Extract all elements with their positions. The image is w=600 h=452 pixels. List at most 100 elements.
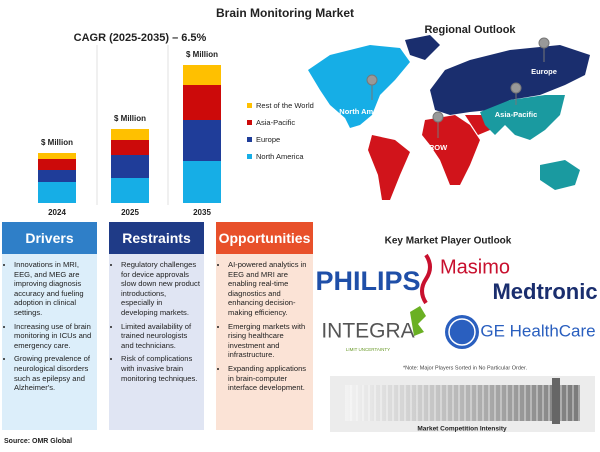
map-label: North America [339, 107, 391, 116]
world-map [308, 35, 590, 200]
stripe [380, 385, 382, 421]
bullet-item: AI-powered analytics in EEG and MRI are … [228, 260, 309, 318]
box-title: Restraints [109, 222, 204, 254]
stripe [428, 385, 430, 421]
logo: PHILIPS [315, 266, 420, 296]
bullet-item: Expanding applications in brain-computer… [228, 364, 309, 393]
stripe [416, 385, 418, 421]
bar-segment [183, 120, 221, 161]
restraints-box: Restraints Regulatory challenges for dev… [109, 222, 204, 430]
box-title: Drivers [2, 222, 97, 254]
total-label: $ Million [41, 138, 73, 147]
x-tick-label: 2025 [121, 208, 139, 217]
players-title: Key Market Player Outlook [385, 236, 512, 247]
logo-tagline: LIMIT UNCERTAINTY [346, 347, 390, 352]
map-label: Asia-Pacific [495, 110, 538, 119]
stripe [512, 385, 514, 421]
stripe [548, 385, 550, 421]
title: Brain Monitoring Market [216, 6, 354, 20]
legend-label: Rest of the World [256, 101, 314, 110]
stripe [434, 385, 436, 421]
intensity-marker [552, 378, 560, 424]
stripe [524, 385, 526, 421]
bullet-item: Growing prevalence of neurological disor… [14, 354, 93, 392]
stripe [482, 385, 484, 421]
stripe [440, 385, 442, 421]
stripe [518, 385, 520, 421]
legend-swatch [247, 103, 252, 108]
bar-segment [111, 178, 149, 203]
logo: Masimo [440, 256, 510, 278]
map-label: ROW [429, 143, 448, 152]
logo: Medtronic [492, 279, 597, 304]
bar-segment [183, 65, 221, 85]
intensity-bar [345, 385, 580, 421]
bar-segment [111, 140, 149, 155]
bar-segment [38, 170, 76, 182]
box-title: Opportunities [216, 222, 313, 254]
stripe [566, 385, 568, 421]
stripe [446, 385, 448, 421]
drivers-box: Drivers Innovations in MRI, EEG, and MEG… [2, 222, 97, 430]
stripe [386, 385, 388, 421]
map-label: Europe [531, 67, 557, 76]
stripe [500, 385, 502, 421]
legend-label: North America [256, 152, 304, 161]
stripe [578, 385, 580, 421]
bullet-list: AI-powered analytics in EEG and MRI are … [216, 260, 313, 393]
bullet-item: Limited availability of trained neurolog… [121, 322, 200, 351]
map-title: Regional Outlook [424, 24, 516, 36]
logo-mark [445, 315, 479, 349]
stripe [536, 385, 538, 421]
bullet-item: Innovations in MRI, EEG, and MEG are imp… [14, 260, 93, 318]
bar-segment [183, 161, 221, 203]
stripe [356, 385, 358, 421]
bullet-item: Regulatory challenges for device approva… [121, 260, 200, 318]
bar-segment [38, 159, 76, 170]
legend-swatch [247, 137, 252, 142]
stripe [398, 385, 400, 421]
bullet-list: Innovations in MRI, EEG, and MEG are imp… [2, 260, 97, 393]
stripe [410, 385, 412, 421]
legend-swatch [247, 120, 252, 125]
intensity-label: Market Competition Intensity [417, 426, 507, 433]
stripe [542, 385, 544, 421]
stripe [404, 385, 406, 421]
bar-segment [111, 129, 149, 140]
stripe [464, 385, 466, 421]
bullet-item: Emerging markets with rising healthcare … [228, 322, 309, 360]
legend-swatch [247, 154, 252, 159]
stripe [470, 385, 472, 421]
bar-chart: $ Million 2024 $ Million 2025 $ Million 2035 N… [38, 50, 314, 217]
total-label: $ Million [186, 50, 218, 59]
legend-label: Asia-Pacific [256, 118, 295, 127]
bullet-list: Regulatory challenges for device approva… [109, 260, 204, 383]
bar-segment [183, 85, 221, 120]
opportunities-box: Opportunities AI-powered analytics in EE… [216, 222, 313, 430]
stripe [422, 385, 424, 421]
stripe [392, 385, 394, 421]
x-tick-label: 2035 [193, 208, 211, 217]
stripe [362, 385, 364, 421]
stripe [476, 385, 478, 421]
legend-label: Europe [256, 135, 280, 144]
stripe [494, 385, 496, 421]
logo-mark [410, 306, 426, 336]
stripe [506, 385, 508, 421]
total-label: $ Million [114, 114, 146, 123]
stripe [488, 385, 490, 421]
x-tick-label: 2024 [48, 208, 66, 217]
subtitle: CAGR (2025-2035) – 6.5% [74, 32, 207, 44]
intensity-stripes [350, 385, 580, 421]
stripe [368, 385, 370, 421]
logo: INTEGRA [321, 320, 414, 343]
stripe [350, 385, 352, 421]
stripe [572, 385, 574, 421]
bullet-item: Risk of complications with invasive brai… [121, 354, 200, 383]
stripe [458, 385, 460, 421]
logo-mark [448, 318, 476, 346]
stripe [374, 385, 376, 421]
source: Source: OMR Global [4, 438, 72, 445]
logo-mark [420, 253, 432, 305]
